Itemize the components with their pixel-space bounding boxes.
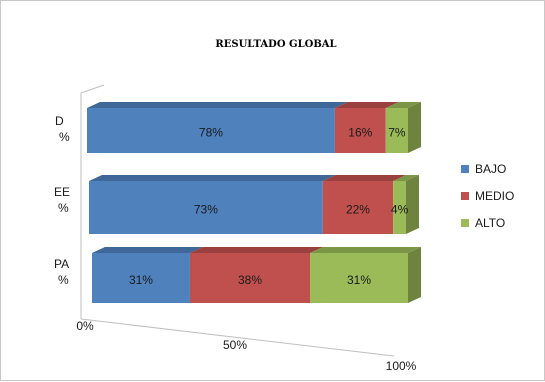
x-axis-line	[80, 318, 395, 357]
data-label-medio-0: 16%	[348, 126, 372, 140]
bars-layer: 78% 16% 7% 73% 22% 4% 31% 38% 31%	[87, 102, 421, 303]
data-label-bajo-0: 78%	[199, 126, 223, 140]
x-tick-2: 100%	[386, 359, 417, 373]
category-label-2-line-1: %	[58, 273, 69, 287]
category-label-0-line-1: %	[59, 130, 70, 144]
bar-segment-bajo-2	[92, 253, 190, 303]
category-labels: D% EE% PA%	[54, 114, 70, 287]
x-tick-0: 0%	[76, 319, 94, 333]
bar-segment-bajo-1	[89, 181, 323, 234]
bar-top-alto-0	[385, 102, 421, 108]
legend: BAJO MEDIO ALTO	[461, 162, 514, 230]
bar-end-1	[406, 175, 419, 234]
category-label-1-line-1: %	[58, 201, 69, 215]
data-label-alto-2: 31%	[347, 273, 371, 287]
legend-label-medio: MEDIO	[475, 189, 514, 203]
chart-title: RESULTADO GLOBAL	[215, 39, 336, 50]
x-tick-labels: 0% 50% 100%	[76, 319, 416, 373]
x-tick-1: 50%	[223, 338, 247, 352]
bar-top-medio-1	[322, 175, 407, 181]
bar-top-medio-2	[189, 247, 324, 253]
bar-segment-alto-1	[393, 181, 406, 234]
legend-swatch-alto	[461, 219, 469, 227]
category-label-1-line-0: EE	[54, 185, 70, 199]
bar-end-0	[408, 102, 421, 153]
bar-segment-alto-0	[385, 108, 408, 153]
data-label-bajo-1: 73%	[194, 203, 218, 217]
data-label-alto-0: 7%	[388, 126, 406, 140]
bar-top-bajo-0	[87, 102, 348, 108]
data-label-medio-2: 38%	[238, 273, 262, 287]
bar-top-bajo-1	[89, 175, 336, 181]
bar-segment-alto-2	[310, 253, 408, 303]
bar-segment-medio-1	[322, 181, 394, 234]
data-label-alto-1: 4%	[391, 203, 409, 217]
legend-label-alto: ALTO	[475, 216, 505, 230]
bar-segment-bajo-0	[87, 108, 335, 153]
legend-label-bajo: BAJO	[475, 162, 506, 176]
legend-swatch-medio	[461, 192, 469, 200]
axis-wall	[80, 84, 105, 319]
bar-top-alto-1	[393, 175, 419, 181]
data-label-bajo-2: 31%	[129, 273, 153, 287]
bar-segment-medio-2	[189, 253, 311, 303]
bar-top-medio-0	[334, 102, 399, 108]
bar-top-alto-2	[310, 247, 421, 253]
category-label-0-line-0: D	[55, 114, 64, 128]
data-label-medio-1: 22%	[346, 203, 370, 217]
bar-segment-medio-0	[334, 108, 386, 153]
legend-swatch-bajo	[461, 165, 469, 173]
bar-top-bajo-2	[92, 247, 203, 253]
bar-end-2	[408, 247, 421, 303]
category-label-2-line-0: PA	[54, 257, 69, 271]
